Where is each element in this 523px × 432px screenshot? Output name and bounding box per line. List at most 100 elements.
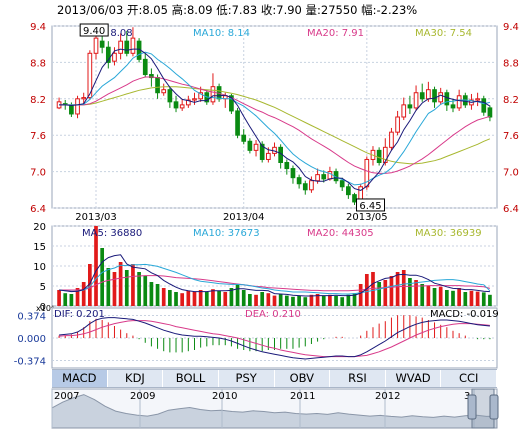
volume-bar [192,292,197,306]
price-tick-right: 9.4 [503,22,519,33]
volume-bar [346,294,351,306]
volume-bar [106,268,111,306]
candle [198,92,203,100]
candle [105,46,111,63]
candle [407,104,413,109]
timeline-year-label: 3 [464,391,470,402]
volume-bar [112,272,117,306]
candle [352,194,357,203]
volume-bar [395,272,400,306]
quote-date: 2013/06/03 [57,3,124,17]
volume-bar [63,293,68,306]
candle [235,110,240,136]
price-panel-frame [51,25,498,209]
price-tick-right: 8.8 [503,58,519,69]
volume-bar [352,293,357,306]
price-tick-right: 7.0 [503,168,519,179]
volume-bar [488,294,492,306]
volume-bar [408,278,412,306]
dif-line [59,317,490,360]
volume-bar [223,292,228,306]
low-value: 7.83 [231,3,258,17]
candle [69,105,74,115]
price-tick-left: 7.0 [30,168,46,179]
indicator-tabs: MACD KDJ BOLL PSY OBV RSI WVAD CCI [52,369,497,388]
candle [315,174,320,182]
volume-bar [241,290,246,306]
price-tick-left: 8.8 [30,58,46,69]
volume-bar [389,276,394,306]
open-value: 8.05 [142,3,168,17]
volume-bar [217,290,221,306]
volume-bar [248,294,252,306]
volume-bar [481,292,486,306]
volume-bar [57,290,61,306]
candle [419,92,425,100]
candle [173,101,179,109]
volume-bar [401,270,406,306]
tab-obv[interactable]: OBV [275,370,331,387]
timeline-year-label: 2010 [212,391,237,402]
candle [130,37,136,54]
volume-bar [371,272,375,306]
volume-bar [131,264,135,306]
price-tick-left: 9.4 [30,22,46,33]
volume-bar [334,296,338,306]
candle [179,104,185,109]
tab-psy[interactable]: PSY [219,370,275,387]
candle [346,186,351,196]
timeline-year-label: 2011 [290,391,315,402]
tab-cci[interactable]: CCI [441,370,497,387]
volume-bar [88,264,92,306]
volume-legend-ma20: MA20: 44305 [307,228,374,239]
volume-bar [143,276,148,306]
timeline-year-label: 2012 [375,391,400,402]
close-label: 收: [260,3,277,17]
vol-ma10-line [59,263,491,295]
tab-rsi[interactable]: RSI [330,370,386,387]
tab-boll[interactable]: BOLL [163,370,219,387]
price-tick-left: 8.2 [30,95,46,106]
candle [395,116,400,133]
volume-bar [432,288,437,306]
low-label: 低: [216,3,232,17]
volume-bar [297,296,301,306]
candle [142,58,148,76]
candle [450,104,456,109]
tab-macd[interactable]: MACD [52,370,108,387]
candle [99,40,105,48]
candle [290,168,296,179]
timeline-handle-left[interactable] [467,394,477,420]
candle [124,40,130,54]
timeline-handle-right[interactable] [489,394,499,420]
volume-bar [168,290,172,306]
macd-legend-dif: DIF: 0.201 [54,309,105,320]
macd-legend-dea: DEA: 0.210 [245,309,301,320]
candle [296,177,302,185]
dea-line [59,320,490,358]
volume-bar [321,296,326,306]
candle [389,131,394,148]
candle [155,77,160,94]
ma20-line [59,76,491,174]
candle [475,98,480,101]
low-marker-label: 6.45 [359,201,381,212]
price-tick-right: 6.4 [503,204,519,215]
tab-kdj[interactable]: KDJ [108,370,164,387]
volume-tick: 15 [33,242,46,253]
ma30-line [59,86,491,165]
candle [253,143,259,151]
volume-value: 27550 [320,3,358,17]
volume-bar [94,226,98,306]
price-tick-right: 8.2 [503,95,519,106]
volume-bar [284,295,289,306]
volume-tick: 20 [33,222,46,233]
ma10-line [59,51,491,186]
candle [401,104,407,118]
tab-wvad[interactable]: WVAD [386,370,442,387]
timeline-area [51,394,498,429]
volume-bar [358,284,363,306]
volume-bar [420,284,425,306]
volume-bar [180,293,185,306]
